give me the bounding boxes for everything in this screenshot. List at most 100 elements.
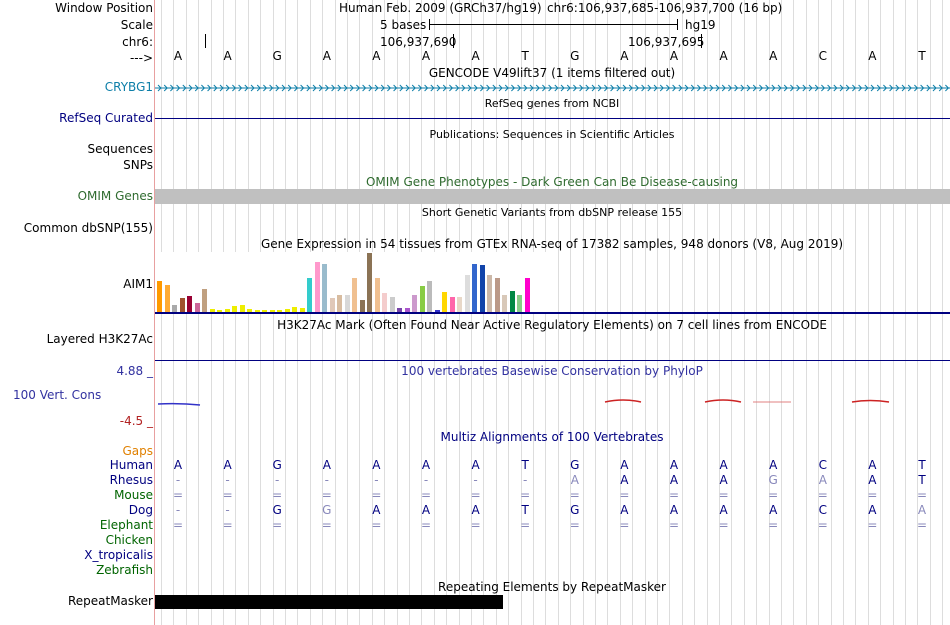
strand-chevron: [182, 84, 187, 92]
gtex-tissue-bar[interactable]: [307, 278, 312, 313]
repeatmasker-element-bar[interactable]: [155, 595, 503, 609]
gtex-tissue-bar[interactable]: [172, 305, 177, 313]
gtex-tissue-bar[interactable]: [224, 309, 230, 313]
gtex-tissue-bar[interactable]: [187, 296, 192, 313]
gtex-tissue-bar[interactable]: [494, 278, 500, 313]
base-letter: A: [223, 49, 232, 63]
position-label[interactable]: chr6:106,937,685-106,937,700 (16 bp): [547, 1, 783, 15]
species-label[interactable]: X_tropicalis: [84, 548, 153, 562]
gencode-gene-label[interactable]: CRYBG1: [104, 80, 153, 94]
strand-chevron: [492, 84, 497, 92]
gtex-tissue-bar[interactable]: [472, 264, 477, 313]
gtex-tissue-bar[interactable]: [397, 308, 402, 313]
gtex-tissue-bar[interactable]: [404, 308, 410, 313]
gtex-tissue-bar[interactable]: [524, 278, 530, 313]
species-label[interactable]: Dog: [128, 503, 153, 517]
strand-chevron: [517, 84, 522, 92]
gtex-tissue-bar[interactable]: [509, 291, 515, 313]
omim-phenotype-bar[interactable]: [155, 189, 950, 204]
publications-label-sequences[interactable]: Sequences: [87, 142, 153, 156]
gtex-tissue-bar[interactable]: [194, 303, 200, 313]
gtex-tissue-bar[interactable]: [517, 295, 522, 313]
gtex-tissue-bar[interactable]: [292, 307, 297, 313]
gencode-gene-model[interactable]: [155, 81, 950, 95]
gtex-tissue-bar[interactable]: [179, 298, 185, 313]
gtex-tissue-bar[interactable]: [277, 310, 282, 313]
gtex-tissue-bar[interactable]: [352, 278, 357, 313]
gtex-tissue-bar[interactable]: [479, 265, 485, 313]
gtex-tissue-bar[interactable]: [247, 309, 252, 313]
gtex-tissue-bar[interactable]: [344, 295, 350, 313]
alignment-base: G: [570, 458, 580, 472]
gtex-tissue-bar[interactable]: [299, 308, 305, 313]
gtex-gene-label[interactable]: AIM1: [123, 277, 153, 291]
refseq-track-title[interactable]: RefSeq genes from NCBI: [484, 97, 620, 110]
species-label[interactable]: Human: [109, 458, 153, 472]
phylop-track-label[interactable]: 100 Vert. Cons: [13, 388, 102, 402]
gtex-tissue-bar[interactable]: [427, 281, 432, 313]
gtex-tissue-bar[interactable]: [232, 306, 237, 313]
publications-track-title[interactable]: Publications: Sequences in Scientific Ar…: [429, 128, 675, 141]
gtex-tissue-bar[interactable]: [322, 264, 327, 313]
gtex-tissue-bar[interactable]: [419, 286, 425, 313]
gtex-tissue-bar[interactable]: [329, 298, 335, 313]
strand-chevron: [281, 84, 286, 92]
alignment-base: G: [570, 503, 580, 517]
gtex-tissue-bar[interactable]: [209, 309, 215, 313]
phylop-track-title[interactable]: 100 vertebrates Basewise Conservation by…: [401, 364, 703, 378]
strand-chevron: [331, 84, 336, 92]
repeatmasker-track-label[interactable]: RepeatMasker: [67, 594, 153, 608]
gtex-tissue-bar[interactable]: [412, 295, 417, 313]
gtex-tissue-bar[interactable]: [502, 295, 507, 313]
gtex-tissue-bar[interactable]: [359, 300, 365, 313]
omim-track-title[interactable]: OMIM Gene Phenotypes - Dark Green Can Be…: [365, 175, 739, 189]
gtex-tissue-bar[interactable]: [337, 295, 342, 313]
gencode-track-title[interactable]: GENCODE V49lift37 (1 items filtered out): [428, 66, 676, 80]
gtex-tissue-bar[interactable]: [464, 275, 470, 313]
gtex-tissue-bar[interactable]: [382, 293, 387, 313]
dbsnp-track-title[interactable]: Short Genetic Variants from dbSNP releas…: [421, 206, 683, 219]
gtex-tissue-bar[interactable]: [434, 310, 440, 313]
species-label[interactable]: Elephant: [99, 518, 153, 532]
omim-track-label[interactable]: OMIM Genes: [77, 189, 153, 203]
species-label[interactable]: Zebrafish: [96, 563, 153, 577]
gtex-tissue-bar[interactable]: [157, 281, 162, 313]
gtex-tissue-bar[interactable]: [284, 309, 290, 313]
base-letter: T: [521, 49, 529, 63]
gtex-tissue-bar[interactable]: [457, 297, 462, 313]
gtex-tissue-bar[interactable]: [239, 305, 245, 313]
gtex-tissue-bar[interactable]: [389, 297, 395, 313]
gtex-tissue-bar[interactable]: [217, 310, 222, 313]
phylop-signal[interactable]: [155, 396, 950, 410]
gtex-tissue-bar[interactable]: [262, 310, 267, 313]
alignment-base: =: [321, 518, 332, 532]
dbsnp-track-label[interactable]: Common dbSNP(155): [23, 221, 153, 235]
species-label[interactable]: Rhesus: [109, 473, 153, 487]
species-label[interactable]: Chicken: [105, 533, 153, 547]
gtex-tissue-bar[interactable]: [164, 285, 170, 313]
gtex-tissue-bar[interactable]: [374, 278, 380, 313]
strand-chevron: [455, 84, 460, 92]
gtex-tissue-bar[interactable]: [314, 262, 320, 313]
refseq-gene-line[interactable]: [155, 118, 950, 119]
strand-chevron: [672, 84, 677, 92]
h3k27ac-track-title[interactable]: H3K27Ac Mark (Often Found Near Active Re…: [277, 318, 827, 332]
gtex-tissue-bar[interactable]: [269, 310, 275, 313]
h3k27ac-track-label[interactable]: Layered H3K27Ac: [46, 332, 153, 346]
gtex-tissue-bar[interactable]: [487, 275, 492, 313]
gtex-tissue-bar[interactable]: [442, 292, 447, 313]
repeatmasker-track-title[interactable]: Repeating Elements by RepeatMasker: [438, 580, 666, 594]
gtex-bar-chart[interactable]: [155, 252, 555, 313]
multiz-gaps-label[interactable]: Gaps: [122, 444, 153, 458]
gtex-track-title[interactable]: Gene Expression in 54 tissues from GTEx …: [260, 237, 844, 251]
multiz-track-title[interactable]: Multiz Alignments of 100 Vertebrates: [440, 430, 664, 444]
gtex-tissue-bar[interactable]: [202, 289, 207, 313]
publications-label-snps[interactable]: SNPs: [123, 158, 153, 172]
species-label[interactable]: Mouse: [114, 488, 153, 502]
gtex-tissue-bar[interactable]: [367, 253, 372, 313]
refseq-track-label[interactable]: RefSeq Curated: [59, 111, 153, 125]
strand-chevron: [393, 84, 398, 92]
gtex-tissue-bar[interactable]: [254, 310, 260, 313]
alignment-base: =: [222, 488, 233, 502]
gtex-tissue-bar[interactable]: [449, 297, 455, 313]
